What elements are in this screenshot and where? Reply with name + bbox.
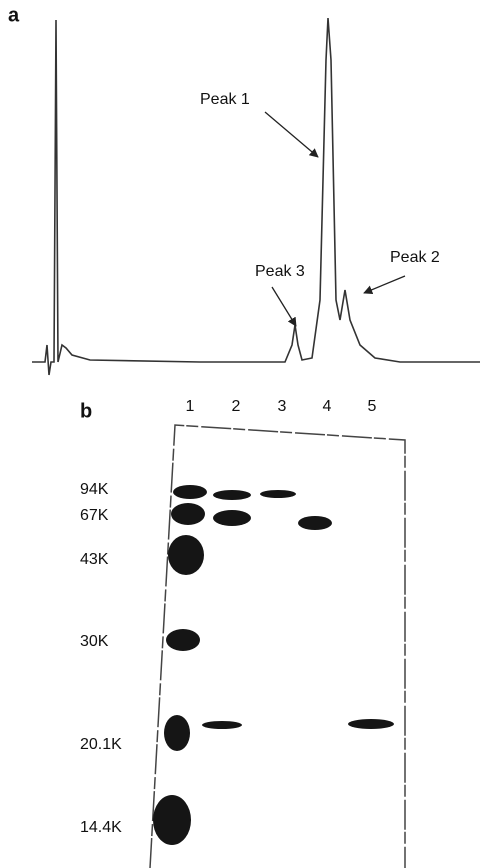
lane-label: 3 [278,398,287,415]
gel-bands [153,485,394,845]
marker-label: 30K [80,633,109,650]
panel-b: b 1 2 3 4 5 94K 67K 43K 30K 20.1K 14.4K [80,398,405,868]
lane-label: 4 [323,398,332,415]
arrow [364,276,405,293]
marker-label: 94K [80,481,109,498]
marker-label: 14.4K [80,819,122,836]
panel-a: a Peak 1 Peak 2 Peak 3 [8,4,480,375]
arrow [272,287,296,326]
peak-label: Peak 1 [200,91,250,108]
peak-label: Peak 3 [255,263,305,280]
peak-label: Peak 2 [390,249,440,266]
lane-label: 5 [368,398,377,415]
chromatogram-trace [32,18,480,375]
lane-label: 1 [186,398,195,415]
panel-label: a [8,4,20,26]
arrow [265,112,318,157]
figure: a Peak 1 Peak 2 Peak 3 b 1 2 3 4 5 94K 6… [0,0,483,868]
marker-label: 43K [80,551,109,568]
marker-label: 20.1K [80,736,122,753]
panel-label: b [80,400,92,422]
marker-label: 67K [80,507,109,524]
lane-label: 2 [232,398,241,415]
